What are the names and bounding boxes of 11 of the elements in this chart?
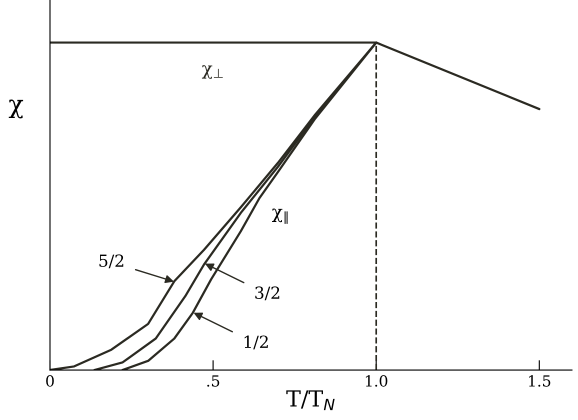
- x-tick-label: 0: [46, 375, 54, 387]
- x-tick-label: 1.0: [366, 375, 388, 387]
- annotation: 1/2: [244, 336, 268, 350]
- annotation: 3/2: [255, 286, 280, 300]
- series-label: χ$_{⊥}$: [202, 65, 223, 79]
- x-axis-title: T/T$_{N}$: [286, 390, 335, 410]
- x-tick-label: 1.5: [529, 375, 550, 387]
- x-tick-label: .5: [207, 375, 220, 387]
- annotation: 5/2: [99, 254, 124, 268]
- annotation: χ$_{∥}$: [272, 208, 288, 224]
- y-axis-title: χ: [8, 100, 24, 118]
